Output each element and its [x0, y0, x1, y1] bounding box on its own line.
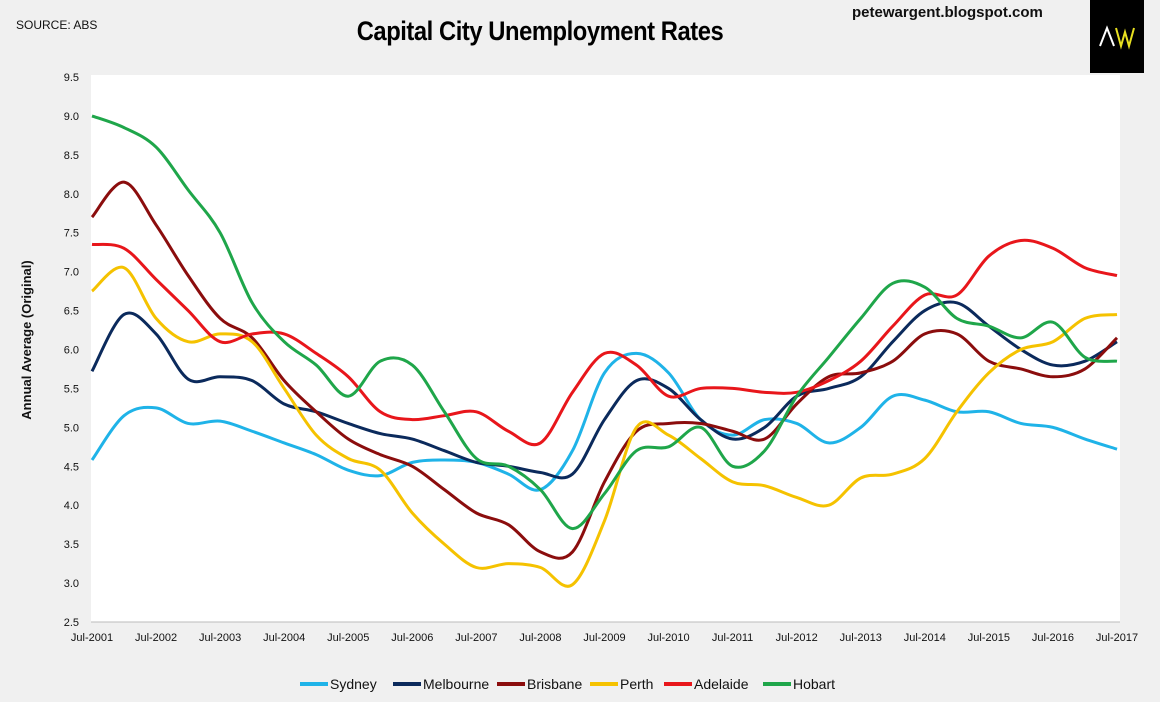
x-tick-label: Jul-2017: [1096, 632, 1138, 644]
x-tick-label: Jul-2007: [455, 632, 497, 644]
y-tick-label: 4.0: [64, 500, 79, 512]
x-tick-label: Jul-2015: [968, 632, 1010, 644]
series-line-melbourne: [90, 300, 1118, 480]
legend-item-brisbane: Brisbane: [497, 676, 582, 692]
y-tick-label: 3.0: [64, 578, 79, 590]
legend-item-adelaide: Adelaide: [664, 676, 749, 692]
y-tick-label: 4.5: [64, 461, 79, 473]
legend-item-melbourne: Melbourne: [393, 676, 489, 692]
y-tick-label: 5.5: [64, 383, 79, 395]
legend-label: Adelaide: [694, 676, 749, 692]
legend-label: Brisbane: [527, 676, 582, 692]
x-tick-label: Jul-2006: [391, 632, 433, 644]
y-tick-label: 7.0: [64, 267, 79, 279]
legend-label: Hobart: [793, 676, 835, 692]
x-tick-label: Jul-2002: [135, 632, 177, 644]
chart-title: Capital City Unemployment Rates: [356, 16, 724, 46]
series-line-hobart: [91, 114, 1118, 531]
legend-item-sydney: Sydney: [300, 676, 377, 692]
x-tick-label: Jul-2005: [327, 632, 369, 644]
x-tick-label: Jul-2013: [840, 632, 882, 644]
series-line-perth: [90, 265, 1118, 588]
legend-label: Perth: [620, 676, 653, 692]
x-tick-label: Jul-2010: [647, 632, 689, 644]
legend-item-perth: Perth: [590, 676, 653, 692]
y-tick-label: 6.0: [64, 345, 79, 357]
y-tick-label: 8.0: [64, 189, 79, 201]
legend-item-hobart: Hobart: [763, 676, 835, 692]
source-note: SOURCE: ABS: [16, 18, 98, 32]
y-tick-label: 5.0: [64, 422, 79, 434]
aw-logo: [1090, 0, 1144, 73]
plot-area: [91, 75, 1120, 622]
y-tick-label: 7.5: [64, 228, 79, 240]
x-tick-label: Jul-2016: [1032, 632, 1074, 644]
x-tick-label: Jul-2008: [519, 632, 561, 644]
y-axis-label: Annual Average (Original): [19, 260, 34, 419]
blog-url: petewargent.blogspot.com: [852, 4, 1043, 21]
y-tick-label: 8.5: [64, 150, 79, 162]
x-tick-label: Jul-2004: [263, 632, 305, 644]
y-tick-label: 2.5: [64, 617, 79, 629]
x-tick-label: Jul-2011: [712, 632, 753, 644]
x-tick-label: Jul-2009: [583, 632, 625, 644]
y-tick-label: 9.5: [64, 72, 79, 84]
series-line-sydney: [90, 351, 1118, 492]
aw-logo-icon: [1099, 24, 1135, 50]
series-line-adelaide: [91, 238, 1118, 447]
legend-label: Melbourne: [423, 676, 489, 692]
y-tick-label: 9.0: [64, 111, 79, 123]
series-line-brisbane: [90, 180, 1119, 560]
x-tick-label: Jul-2001: [71, 632, 113, 644]
x-tick-label: Jul-2003: [199, 632, 241, 644]
y-tick-label: 3.5: [64, 539, 79, 551]
x-tick-label: Jul-2012: [776, 632, 818, 644]
x-tick-label: Jul-2014: [904, 632, 946, 644]
legend-label: Sydney: [330, 676, 377, 692]
y-tick-label: 6.5: [64, 306, 79, 318]
